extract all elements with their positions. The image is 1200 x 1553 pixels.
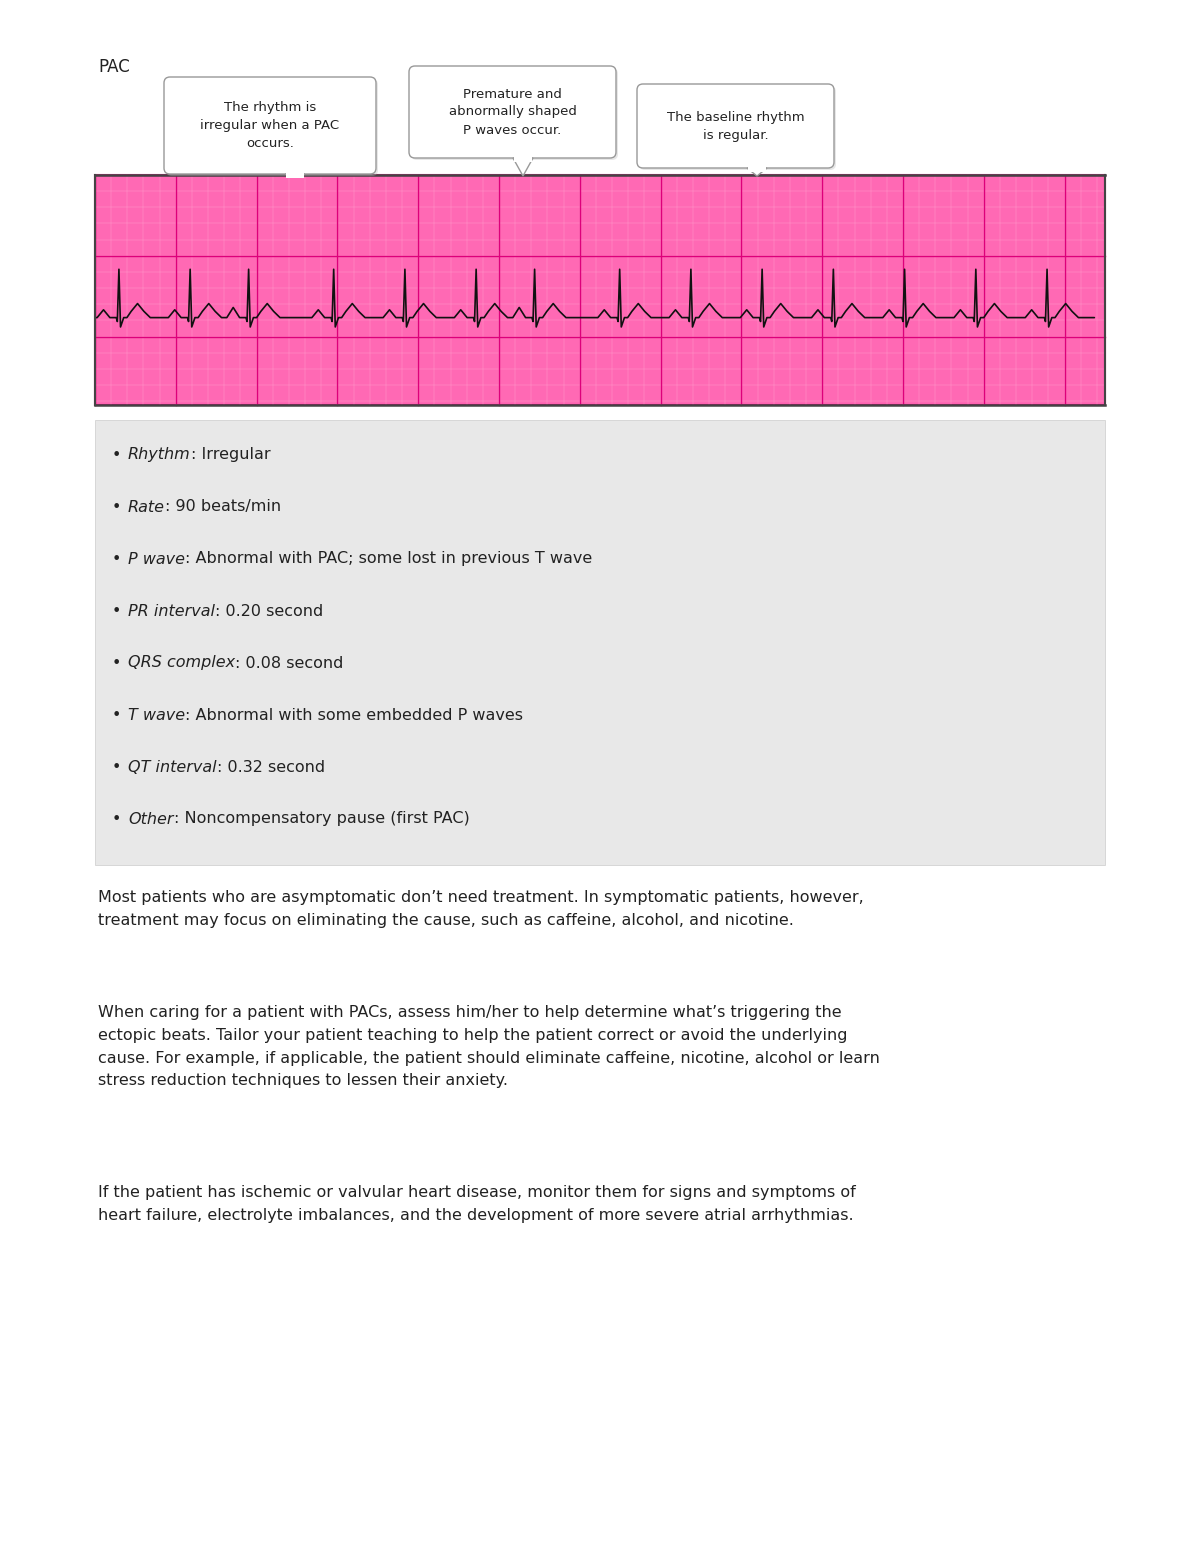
FancyBboxPatch shape <box>637 84 834 168</box>
Text: Rhythm: Rhythm <box>128 447 191 463</box>
Text: Premature and
abnormally shaped
P waves occur.: Premature and abnormally shaped P waves … <box>449 87 576 137</box>
Polygon shape <box>514 155 532 162</box>
Text: Rate: Rate <box>128 500 166 514</box>
Text: PAC: PAC <box>98 57 130 76</box>
Text: : 0.32 second: : 0.32 second <box>217 759 325 775</box>
Text: QT interval: QT interval <box>128 759 217 775</box>
FancyBboxPatch shape <box>640 85 836 169</box>
FancyBboxPatch shape <box>164 78 376 174</box>
Text: Most patients who are asymptomatic don’t need treatment. In symptomatic patients: Most patients who are asymptomatic don’t… <box>98 890 864 927</box>
Text: : 0.08 second: : 0.08 second <box>235 655 343 671</box>
Polygon shape <box>286 172 304 179</box>
Text: •: • <box>112 708 121 722</box>
Text: : Abnormal with PAC; some lost in previous T wave: : Abnormal with PAC; some lost in previo… <box>185 551 593 567</box>
Text: : Abnormal with some embedded P waves: : Abnormal with some embedded P waves <box>185 708 523 722</box>
Text: PR interval: PR interval <box>128 604 215 618</box>
Text: •: • <box>112 759 121 775</box>
FancyBboxPatch shape <box>95 419 1105 865</box>
FancyBboxPatch shape <box>409 65 616 158</box>
Text: : Irregular: : Irregular <box>191 447 270 463</box>
Text: •: • <box>112 500 121 514</box>
Polygon shape <box>286 174 305 175</box>
Text: : 0.20 second: : 0.20 second <box>215 604 323 618</box>
Text: •: • <box>112 655 121 671</box>
Text: The rhythm is
irregular when a PAC
occurs.: The rhythm is irregular when a PAC occur… <box>200 101 340 151</box>
Text: : Noncompensatory pause (first PAC): : Noncompensatory pause (first PAC) <box>174 812 469 826</box>
Text: •: • <box>112 812 121 826</box>
Text: Other: Other <box>128 812 174 826</box>
Text: The baseline rhythm
is regular.: The baseline rhythm is regular. <box>667 110 804 141</box>
FancyBboxPatch shape <box>410 68 618 160</box>
Text: •: • <box>112 447 121 463</box>
Text: T wave: T wave <box>128 708 185 722</box>
Text: •: • <box>112 551 121 567</box>
Polygon shape <box>748 166 766 172</box>
Polygon shape <box>746 168 767 175</box>
Text: P wave: P wave <box>128 551 185 567</box>
Text: When caring for a patient with PACs, assess him/her to help determine what’s tri: When caring for a patient with PACs, ass… <box>98 1005 880 1089</box>
Text: : 90 beats/min: : 90 beats/min <box>166 500 281 514</box>
Polygon shape <box>514 158 533 175</box>
Text: QRS complex: QRS complex <box>128 655 235 671</box>
Text: If the patient has ischemic or valvular heart disease, monitor them for signs an: If the patient has ischemic or valvular … <box>98 1185 856 1222</box>
FancyBboxPatch shape <box>95 175 1105 405</box>
Text: •: • <box>112 604 121 618</box>
FancyBboxPatch shape <box>166 79 378 175</box>
